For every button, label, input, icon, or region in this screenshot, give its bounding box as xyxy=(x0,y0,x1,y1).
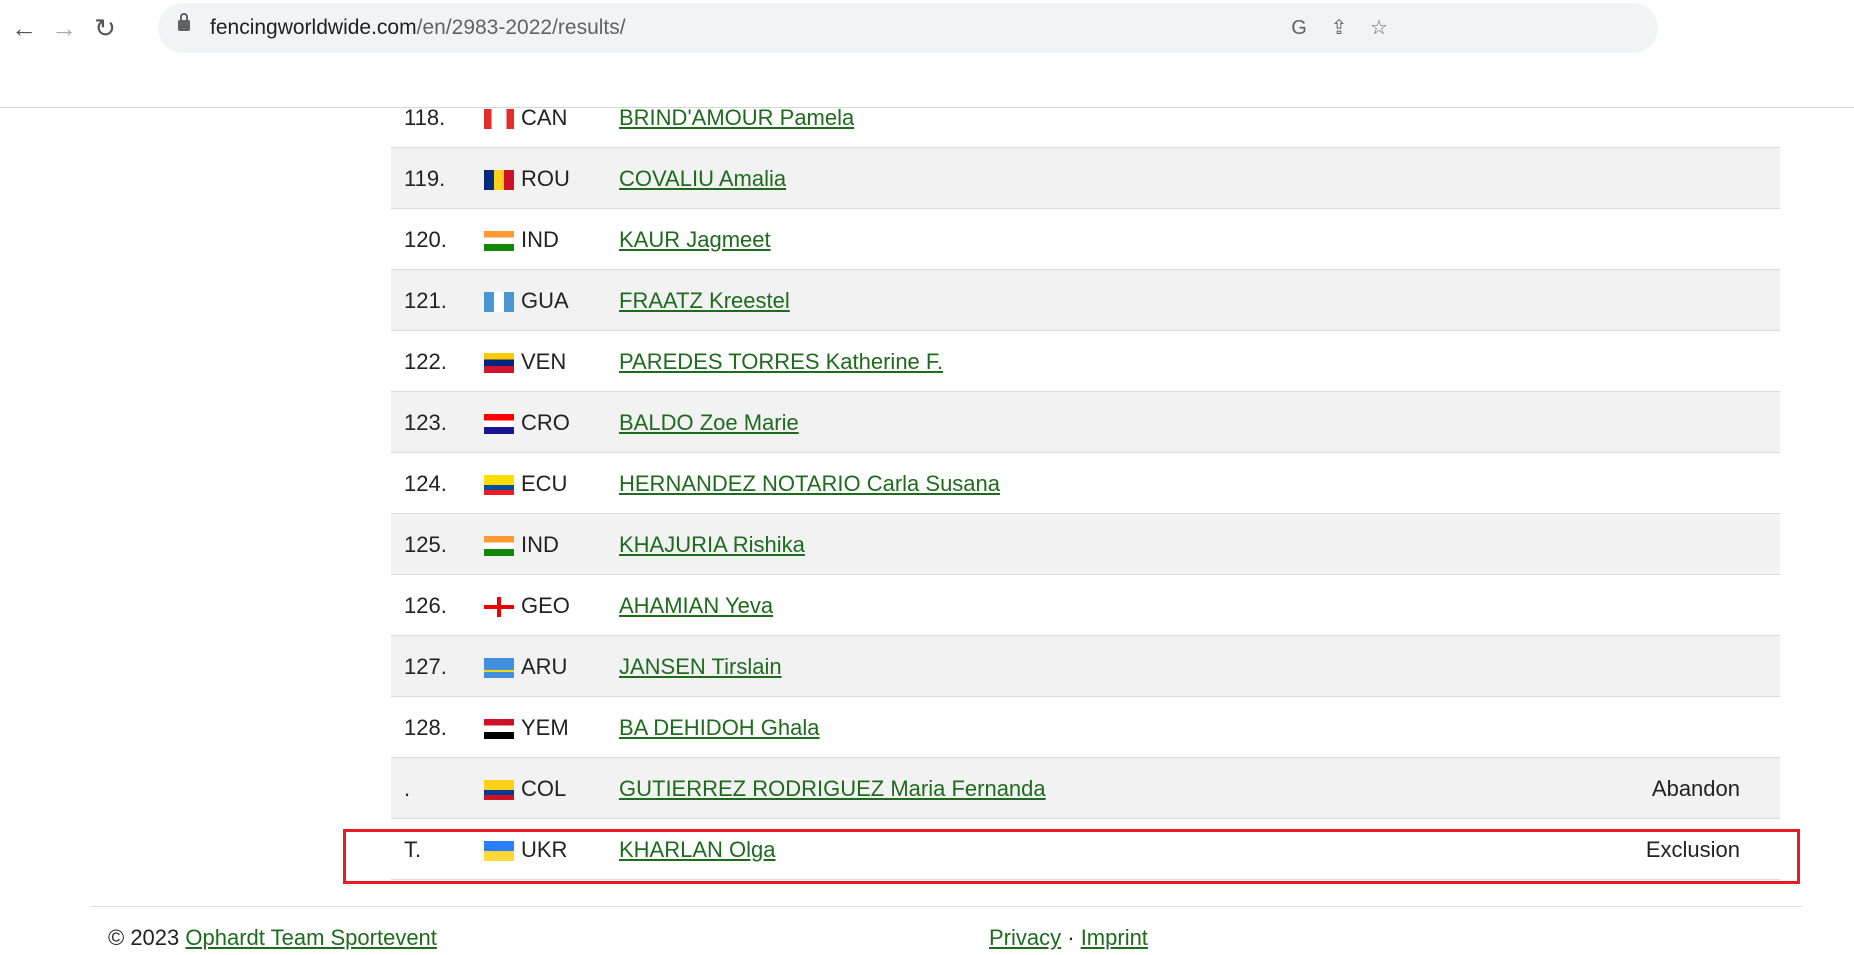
flag-icon-gua xyxy=(484,292,514,312)
url-path: /en/2983-2022/results/ xyxy=(416,16,626,39)
fencer-name-link[interactable]: AHAMIAN Yeva xyxy=(619,593,774,618)
reload-icon[interactable]: ↻ xyxy=(94,13,116,43)
forward-icon[interactable]: → xyxy=(51,13,77,43)
flag-icon-ind xyxy=(484,231,514,251)
footer-links: Privacy · Imprint xyxy=(989,925,1148,951)
fencer-name-link[interactable]: JANSEN Tirslain xyxy=(619,654,782,679)
rank: 128. xyxy=(404,715,447,740)
fencer-name-link[interactable]: KHARLAN Olga xyxy=(619,837,776,862)
table-row: 125. IND KHAJURIA Rishika xyxy=(391,514,1780,575)
table-row: 126. GEO AHAMIAN Yeva xyxy=(391,575,1780,636)
country-code: ECU xyxy=(521,471,568,496)
rank: 119. xyxy=(404,166,446,191)
footer-copyright: © 2023 Ophardt Team Sportevent xyxy=(108,925,437,951)
country-code: GUA xyxy=(521,288,569,313)
fencer-name-link[interactable]: BA DEHIDOH Ghala xyxy=(619,715,820,740)
rank: 118. xyxy=(404,105,446,130)
fencer-name-link[interactable]: BRIND'AMOUR Pamela xyxy=(619,105,855,130)
fencer-name-link[interactable]: GUTIERREZ RODRIGUEZ Maria Fernanda xyxy=(619,776,1046,801)
fencer-name-link[interactable]: FRAATZ Kreestel xyxy=(619,288,790,313)
country-code: UKR xyxy=(521,837,568,862)
translate-icon[interactable]: G xyxy=(1291,17,1307,39)
bookmark-star-icon[interactable]: ☆ xyxy=(1370,17,1388,39)
table-row: 124. ECU HERNANDEZ NOTARIO Carla Susana xyxy=(391,453,1780,514)
table-row: 119. ROU COVALIU Amalia xyxy=(391,148,1780,209)
flag-icon-geo xyxy=(484,597,514,617)
table-row: 127. ARU JANSEN Tirslain xyxy=(391,636,1780,697)
privacy-link[interactable]: Privacy xyxy=(989,925,1062,950)
country-code: CAN xyxy=(521,105,568,130)
fencer-name-link[interactable]: BALDO Zoe Marie xyxy=(619,410,799,435)
lock-icon[interactable] xyxy=(178,13,190,31)
fencer-name-link[interactable]: HERNANDEZ NOTARIO Carla Susana xyxy=(619,471,1001,496)
results-table: 118. CAN BRIND'AMOUR Pamela 119. ROU COV… xyxy=(391,87,1780,880)
flag-icon-aru xyxy=(484,658,514,678)
status-text: Abandon xyxy=(1651,776,1740,801)
flag-icon-ven xyxy=(484,353,514,373)
status-text: Exclusion xyxy=(1645,837,1740,862)
rank: 126. xyxy=(404,593,447,618)
flag-icon-cro xyxy=(484,414,514,434)
flag-icon-ind xyxy=(484,536,514,556)
imprint-link[interactable]: Imprint xyxy=(1080,925,1148,950)
country-code: YEM xyxy=(521,715,569,740)
rank: . xyxy=(404,776,411,801)
company-link[interactable]: Ophardt Team Sportevent xyxy=(185,925,437,950)
address-bar[interactable]: fencingworldwide.com/en/2983-2022/result… xyxy=(158,3,1658,53)
fencer-name-link[interactable]: PAREDES TORRES Katherine F. xyxy=(619,349,944,374)
rank: 124. xyxy=(404,471,447,496)
fencer-name-link[interactable]: KAUR Jagmeet xyxy=(619,227,771,252)
country-code: GEO xyxy=(521,593,570,618)
table-row: . COL GUTIERREZ RODRIGUEZ Maria Fernanda… xyxy=(391,758,1780,819)
table-row: 120. IND KAUR Jagmeet xyxy=(391,209,1780,270)
country-code: CRO xyxy=(521,410,570,435)
country-code: COL xyxy=(521,776,567,801)
flag-icon-yem xyxy=(484,719,514,739)
country-code: IND xyxy=(521,532,559,557)
highlight-box xyxy=(343,829,1800,884)
rank: 123. xyxy=(404,410,447,435)
table-row: 123. CRO BALDO Zoe Marie xyxy=(391,392,1780,453)
table-row: 121. GUA FRAATZ Kreestel xyxy=(391,270,1780,331)
rank: 125. xyxy=(404,532,447,557)
country-code: IND xyxy=(521,227,559,252)
fencer-name-link[interactable]: COVALIU Amalia xyxy=(619,166,787,191)
footer-separator: · xyxy=(1061,925,1081,950)
rank: 120. xyxy=(404,227,447,252)
table-row: 118. CAN BRIND'AMOUR Pamela xyxy=(391,87,1780,148)
flag-icon-rou xyxy=(484,170,514,190)
flag-icon-col xyxy=(484,780,514,800)
browser-toolbar: ← → ↻ fencingworldwide.com/en/2983-2022/… xyxy=(0,0,1854,108)
country-code: ARU xyxy=(521,654,568,679)
rank: 122. xyxy=(404,349,447,374)
rank: 127. xyxy=(404,654,447,679)
footer-divider xyxy=(90,906,1802,907)
back-icon[interactable]: ← xyxy=(11,13,37,43)
table-row: 122. VEN PAREDES TORRES Katherine F. xyxy=(391,331,1780,392)
rank: T. xyxy=(404,837,422,862)
flag-icon-ukr xyxy=(484,841,514,861)
table-row: 128. YEM BA DEHIDOH Ghala xyxy=(391,697,1780,758)
rank: 121. xyxy=(404,288,447,313)
country-code: ROU xyxy=(521,166,570,191)
table-row: T. UKR KHARLAN Olga Exclusion xyxy=(391,819,1780,880)
flag-icon-can xyxy=(484,109,514,129)
copyright-text: © 2023 xyxy=(108,925,186,950)
url-host: fencingworldwide.com xyxy=(210,16,417,39)
country-code: VEN xyxy=(521,349,567,374)
fencer-name-link[interactable]: KHAJURIA Rishika xyxy=(619,532,805,557)
share-icon[interactable]: ⇪ xyxy=(1330,17,1348,39)
url-text[interactable]: fencingworldwide.com/en/2983-2022/result… xyxy=(210,16,626,40)
flag-icon-ecu xyxy=(484,475,514,495)
